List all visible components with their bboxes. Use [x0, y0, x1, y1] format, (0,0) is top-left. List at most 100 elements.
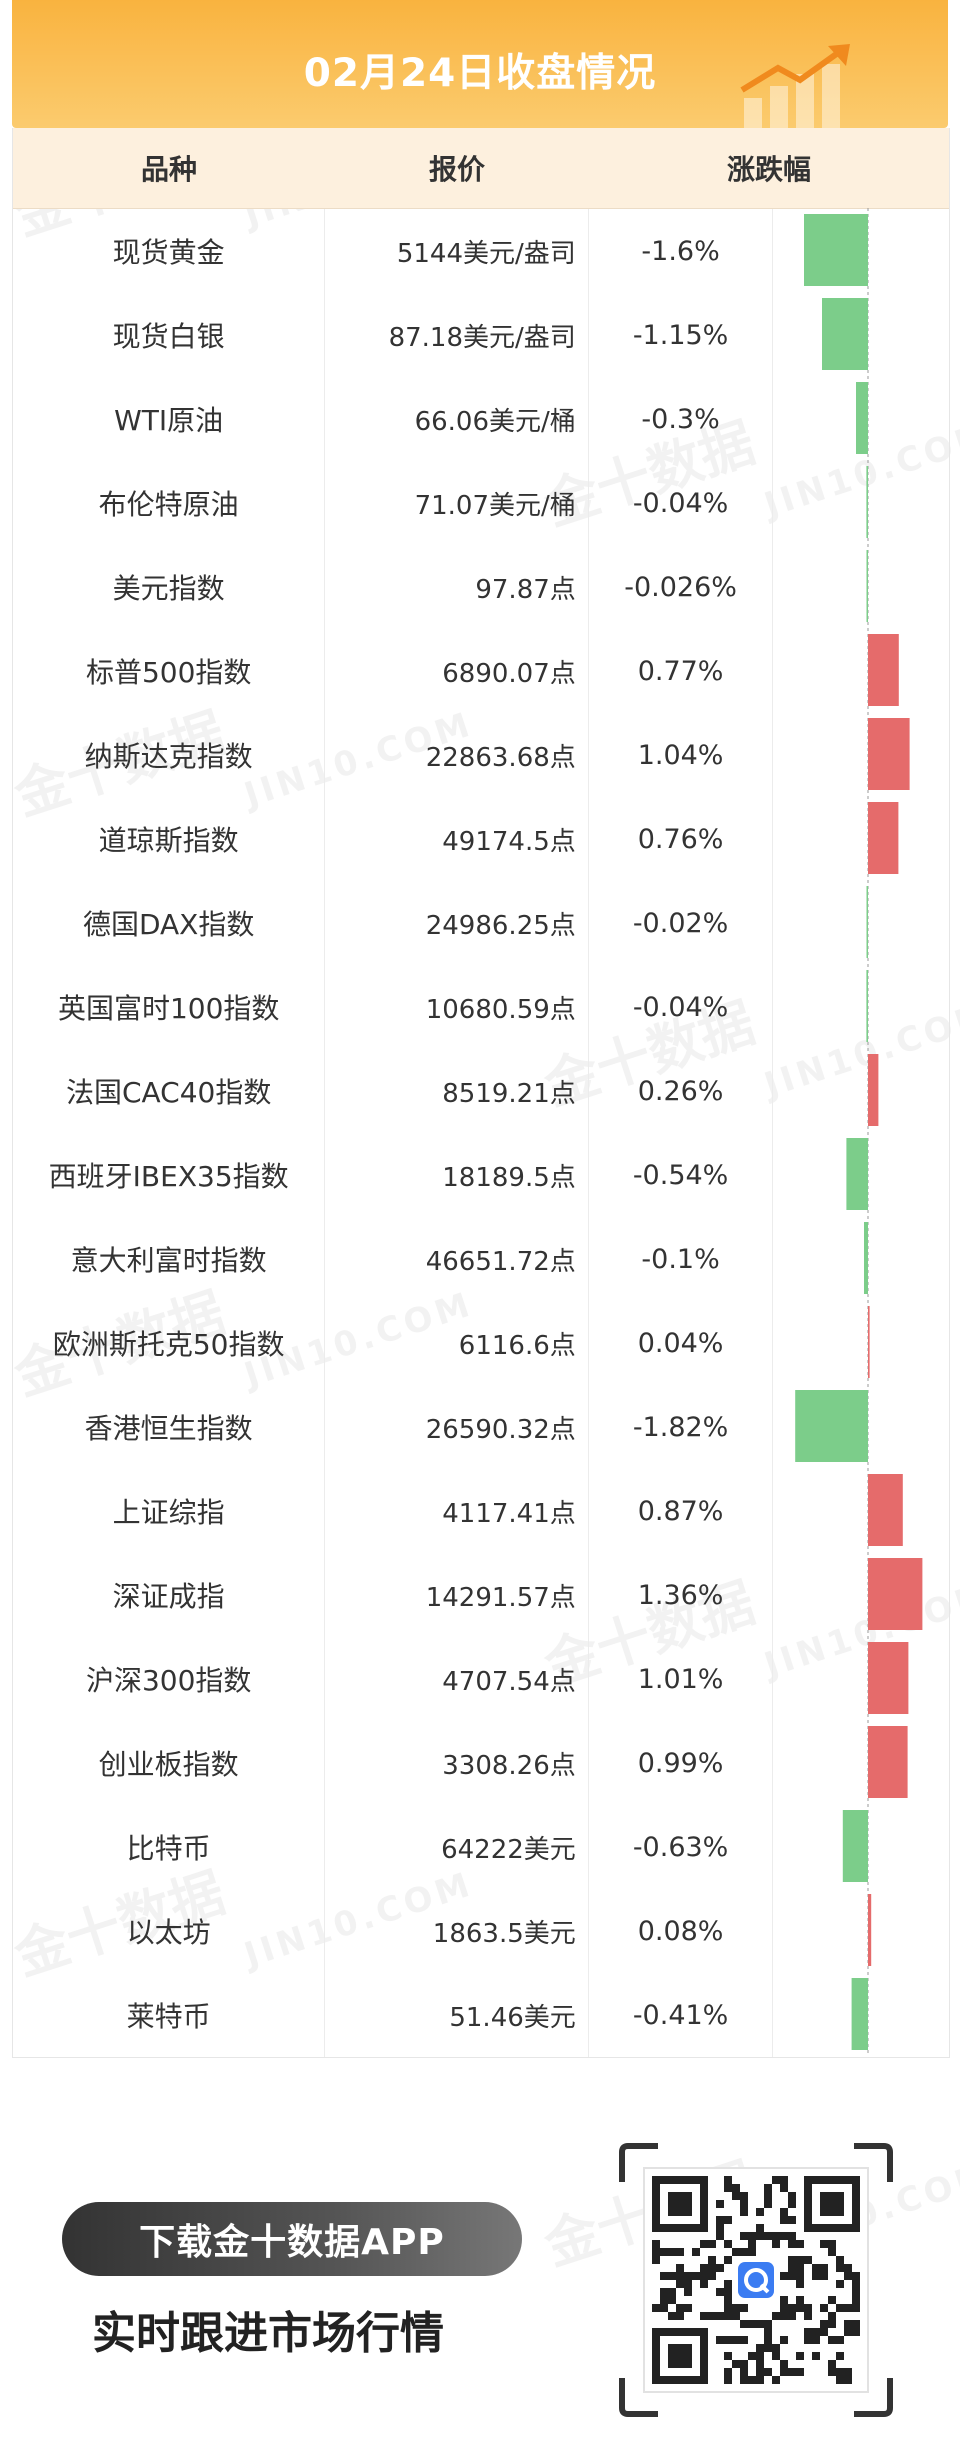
change-bar: [868, 718, 910, 790]
change-bar: [866, 466, 868, 538]
instrument-price: 1863.5美元: [325, 1889, 589, 1973]
table-row: 以太坊 1863.5美元 0.08%: [13, 1889, 949, 1973]
change-bar: [868, 802, 899, 874]
instrument-change: 1.36%: [589, 1553, 774, 1637]
instrument-change: -0.3%: [589, 377, 774, 461]
change-bar: [804, 214, 868, 286]
instrument-name: 布伦特原油: [13, 461, 326, 545]
instrument-price: 6890.07点: [325, 629, 589, 713]
change-bar: [866, 886, 868, 958]
instrument-change: 0.77%: [589, 629, 774, 713]
qr-code-icon[interactable]: [618, 2142, 894, 2418]
instrument-price: 6116.6点: [325, 1301, 589, 1385]
table-row: 道琼斯指数 49174.5点 0.76%: [13, 797, 949, 881]
change-bar-chart: [795, 208, 923, 2056]
instrument-change: -0.1%: [589, 1217, 774, 1301]
instrument-change: 0.26%: [589, 1049, 774, 1133]
change-bar: [868, 1894, 872, 1966]
footer-promo: 下载金十数据APP 实时跟进市场行情: [0, 2120, 960, 2452]
instrument-change: -1.82%: [589, 1385, 774, 1469]
change-bar: [868, 1726, 908, 1798]
instrument-name: 标普500指数: [13, 629, 326, 713]
instrument-price: 8519.21点: [325, 1049, 589, 1133]
instrument-name: 法国CAC40指数: [13, 1049, 326, 1133]
instrument-price: 24986.25点: [325, 881, 589, 965]
table-row: 纳斯达克指数 22863.68点 1.04%: [13, 713, 949, 797]
instrument-price: 49174.5点: [325, 797, 589, 881]
table-row: 英国富时100指数 10680.59点 -0.04%: [13, 965, 949, 1049]
table-row: 深证成指 14291.57点 1.36%: [13, 1553, 949, 1637]
instrument-name: 英国富时100指数: [13, 965, 326, 1049]
instrument-change: 0.04%: [589, 1301, 774, 1385]
instrument-change: 1.04%: [589, 713, 774, 797]
instrument-name: 香港恒生指数: [13, 1385, 326, 1469]
change-bar: [842, 1810, 868, 1882]
table-row: 西班牙IBEX35指数 18189.5点 -0.54%: [13, 1133, 949, 1217]
change-bar: [866, 550, 868, 622]
instrument-change: -0.04%: [589, 965, 774, 1049]
instrument-price: 3308.26点: [325, 1721, 589, 1805]
change-bar: [864, 1222, 868, 1294]
instrument-name: 上证综指: [13, 1469, 326, 1553]
table-row: 沪深300指数 4707.54点 1.01%: [13, 1637, 949, 1721]
page-header: 02月24日收盘情况: [12, 0, 948, 128]
change-bar: [868, 1054, 879, 1126]
column-header-price: 报价: [428, 153, 485, 186]
instrument-name: 现货黄金: [13, 209, 326, 293]
table-row: WTI原油 66.06美元/桶 -0.3%: [13, 377, 949, 461]
table-row: 法国CAC40指数 8519.21点 0.26%: [13, 1049, 949, 1133]
instrument-price: 97.87点: [325, 545, 589, 629]
instrument-price: 64222美元: [325, 1805, 589, 1889]
instrument-change: -0.54%: [589, 1133, 774, 1217]
change-bar: [851, 1978, 868, 2050]
instrument-price: 87.18美元/盎司: [325, 293, 589, 377]
table-row: 标普500指数 6890.07点 0.77%: [13, 629, 949, 713]
table-row: 比特币 64222美元 -0.63%: [13, 1805, 949, 1889]
instrument-change: 0.76%: [589, 797, 774, 881]
table-row: 意大利富时指数 46651.72点 -0.1%: [13, 1217, 949, 1301]
table-row: 香港恒生指数 26590.32点 -1.82%: [13, 1385, 949, 1469]
instrument-price: 66.06美元/桶: [325, 377, 589, 461]
table-row: 上证综指 4117.41点 0.87%: [13, 1469, 949, 1553]
instrument-price: 14291.57点: [325, 1553, 589, 1637]
change-bar: [868, 1558, 923, 1630]
instrument-name: 以太坊: [13, 1889, 326, 1973]
instrument-change: -0.41%: [589, 1973, 774, 2057]
instrument-name: 意大利富时指数: [13, 1217, 326, 1301]
instrument-name: 纳斯达克指数: [13, 713, 326, 797]
instrument-price: 4707.54点: [325, 1637, 589, 1721]
instrument-change: -1.6%: [589, 209, 774, 293]
instrument-name: 道琼斯指数: [13, 797, 326, 881]
table-row: 德国DAX指数 24986.25点 -0.02%: [13, 881, 949, 965]
instrument-price: 5144美元/盎司: [325, 209, 589, 293]
instrument-change: -0.02%: [589, 881, 774, 965]
column-header-change: 涨跌幅: [726, 153, 811, 186]
instrument-price: 10680.59点: [325, 965, 589, 1049]
instrument-change: -0.04%: [589, 461, 774, 545]
change-bar: [795, 1390, 868, 1462]
table-row: 莱特币 51.46美元 -0.41%: [13, 1973, 949, 2057]
instrument-name: 比特币: [13, 1805, 326, 1889]
instrument-name: 欧洲斯托克50指数: [13, 1301, 326, 1385]
change-bar: [856, 382, 868, 454]
change-bar: [866, 970, 868, 1042]
instrument-price: 71.07美元/桶: [325, 461, 589, 545]
instrument-price: 4117.41点: [325, 1469, 589, 1553]
instrument-name: 莱特币: [13, 1973, 326, 2057]
instrument-name: WTI原油: [13, 377, 326, 461]
column-header-name: 品种: [140, 153, 197, 186]
instrument-price: 18189.5点: [325, 1133, 589, 1217]
instrument-name: 西班牙IBEX35指数: [13, 1133, 326, 1217]
table-row: 欧洲斯托克50指数 6116.6点 0.04%: [13, 1301, 949, 1385]
instrument-name: 美元指数: [13, 545, 326, 629]
download-app-button[interactable]: 下载金十数据APP: [62, 2202, 522, 2276]
table-row: 布伦特原油 71.07美元/桶 -0.04%: [13, 461, 949, 545]
instrument-price: 51.46美元: [325, 1973, 589, 2057]
instrument-price: 22863.68点: [325, 713, 589, 797]
instrument-change: 0.08%: [589, 1889, 774, 1973]
chart-trend-icon: [740, 44, 850, 128]
instrument-name: 现货白银: [13, 293, 326, 377]
app-logo-icon: [734, 2258, 778, 2302]
instrument-change: -0.026%: [589, 545, 774, 629]
change-bar: [868, 1474, 903, 1546]
